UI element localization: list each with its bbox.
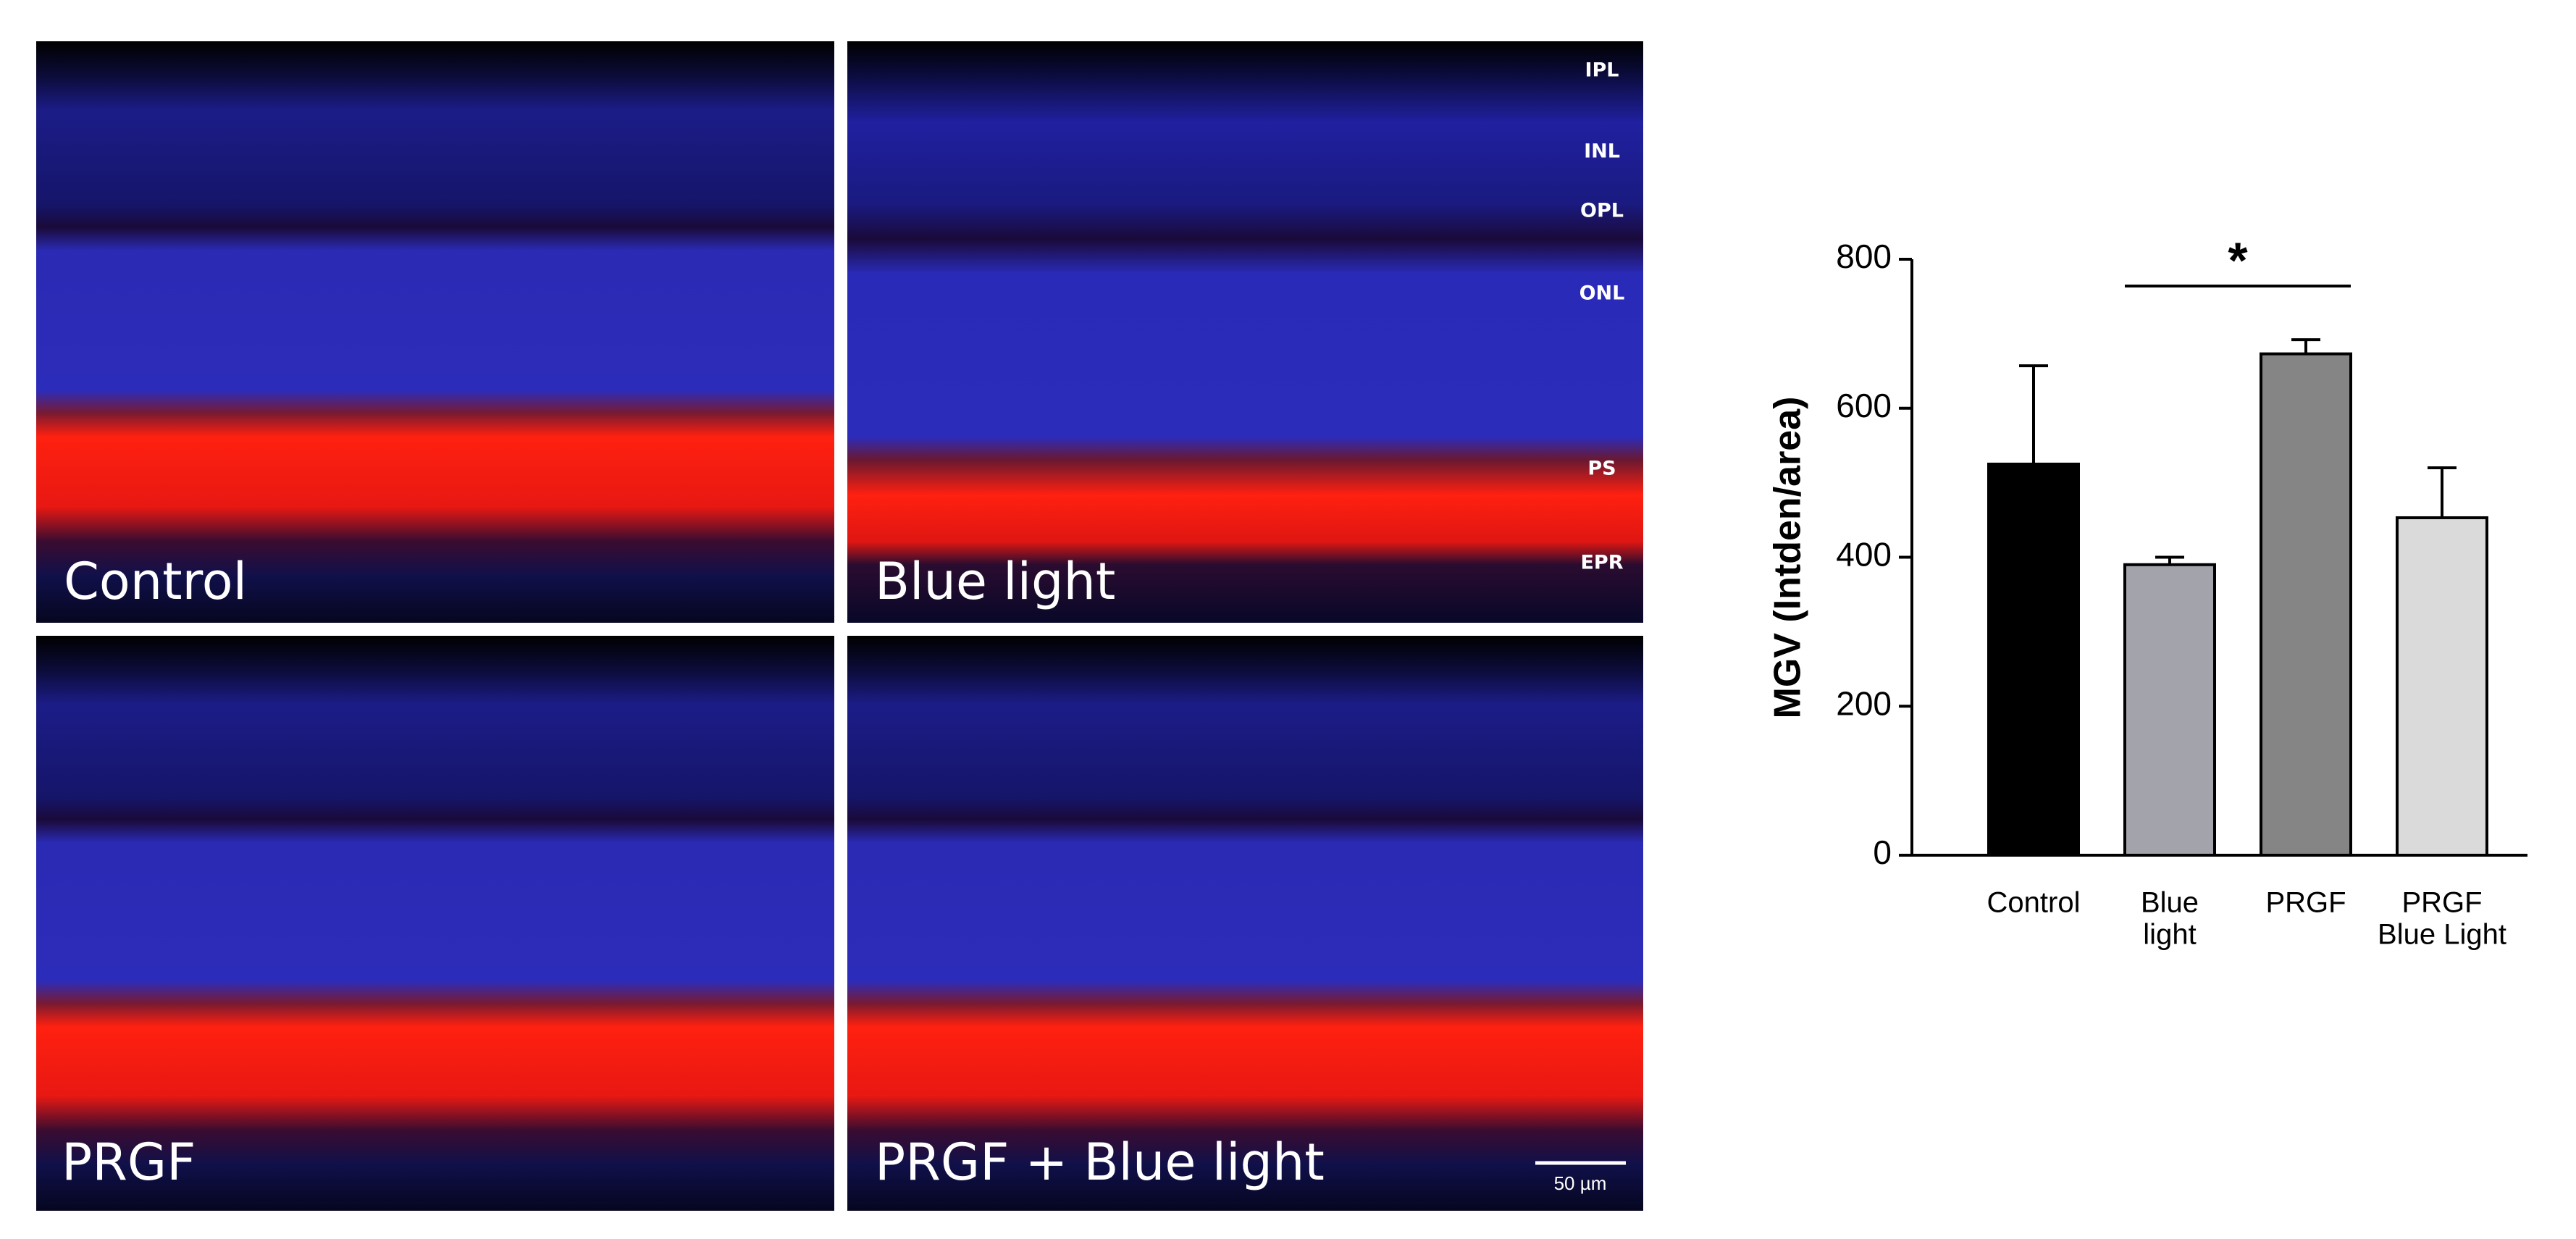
x-tick-label: Control — [1987, 887, 2081, 919]
layer-label: INL — [1584, 140, 1620, 163]
bar — [2396, 516, 2488, 857]
y-tick-label: 800 — [1836, 238, 1892, 275]
y-tick-label: 600 — [1836, 387, 1892, 424]
y-tick-label: 400 — [1836, 536, 1892, 574]
panel-label: Control — [64, 552, 247, 611]
scale-bar-label: 50 µm — [1554, 1172, 1607, 1194]
x-tick-label: PRGF — [2265, 887, 2346, 919]
micrograph — [847, 41, 1643, 623]
layer-label: OPL — [1580, 200, 1624, 222]
x-tick-label: Blue Light — [2378, 919, 2506, 951]
bar — [2123, 563, 2216, 857]
y-tick-label: 0 — [1873, 833, 1892, 871]
panel-label: PRGF — [62, 1133, 196, 1192]
layer-label: PS — [1587, 458, 1616, 480]
micrograph — [36, 41, 834, 623]
panel-label: Blue light — [875, 552, 1115, 611]
y-tick-label: 200 — [1836, 684, 1892, 722]
x-tick-label: Blue — [2141, 887, 2199, 919]
bar — [2260, 352, 2352, 857]
bar — [1987, 462, 2080, 857]
y-axis-label: MGV (Intden/area) — [1767, 397, 1809, 719]
panel-label: PRGF + Blue light — [875, 1133, 1325, 1192]
x-tick-label: PRGF — [2401, 887, 2482, 919]
micrograph — [36, 636, 834, 1211]
bar-chart: MGV (Intden/area) 0 200 400 600 800 Control Bl… — [1767, 232, 2527, 951]
x-tick-label: light — [2143, 919, 2196, 951]
layer-label: ONL — [1579, 282, 1625, 305]
micrograph — [847, 636, 1643, 1211]
layer-label: EPR — [1580, 552, 1623, 574]
micrographs: Control Blue light PRGF PRGF + Blue ligh… — [36, 41, 1643, 1211]
significance-label: * — [2228, 232, 2248, 288]
layer-label: IPL — [1585, 59, 1619, 82]
